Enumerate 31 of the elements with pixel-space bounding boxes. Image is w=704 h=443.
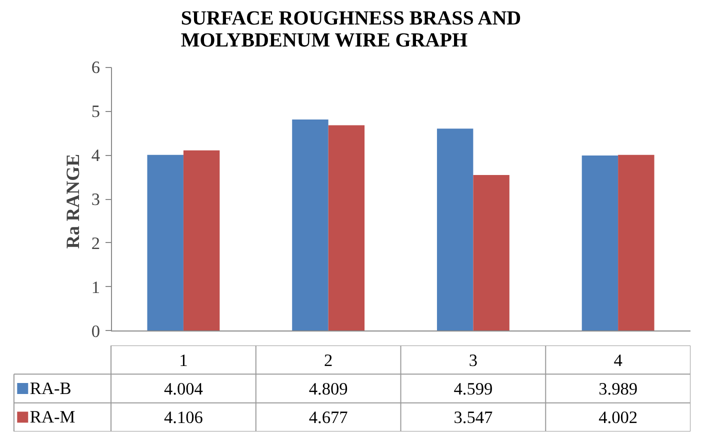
data-label: 4.599 bbox=[454, 380, 493, 398]
y-tick-label: 5 bbox=[91, 102, 100, 122]
bar bbox=[582, 156, 618, 331]
chart-title: SURFACE ROUGHNESS BRASS AND MOLYBDENUM WIRE GRAPH bbox=[180, 8, 522, 52]
data-label: 4.002 bbox=[598, 408, 638, 428]
bar bbox=[473, 174, 510, 331]
bar bbox=[618, 154, 654, 331]
data-label: 4.677 bbox=[308, 408, 348, 428]
legend-label: RA-B bbox=[30, 379, 72, 398]
data-label: 3.547 bbox=[454, 408, 494, 428]
data-label: 3.989 bbox=[598, 380, 638, 398]
bar bbox=[436, 128, 474, 331]
data-label: 4.809 bbox=[308, 380, 348, 398]
bar bbox=[328, 125, 365, 331]
bar bbox=[183, 150, 220, 331]
y-tick-label: 4 bbox=[91, 146, 100, 166]
y-tick-label: 1 bbox=[91, 278, 100, 297]
y-tick-label: 2 bbox=[91, 234, 100, 253]
x-tick-label: 3 bbox=[468, 350, 478, 370]
legend-label: RA-M bbox=[30, 408, 76, 427]
x-tick-label: 2 bbox=[324, 350, 333, 370]
x-tick-label: 1 bbox=[179, 350, 188, 370]
y-tick-label: 3 bbox=[91, 190, 100, 209]
y-axis-title: Ra RANGE bbox=[62, 154, 84, 249]
bar bbox=[147, 154, 184, 331]
y-tick-label: 0 bbox=[91, 322, 100, 341]
y-tick-label: 6 bbox=[91, 58, 100, 78]
data-label: 4.106 bbox=[164, 408, 204, 428]
bar bbox=[292, 119, 328, 331]
data-label: 4.004 bbox=[164, 380, 204, 398]
x-tick-label: 4 bbox=[614, 350, 623, 370]
